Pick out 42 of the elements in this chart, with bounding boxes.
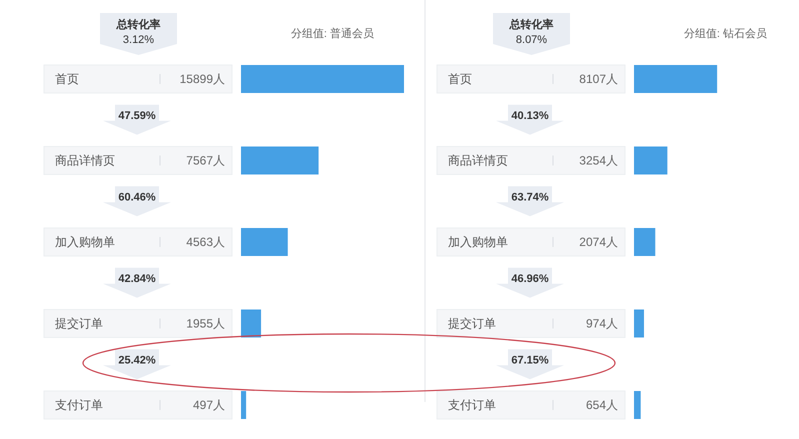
y-tick-label: 提交订单 (55, 316, 103, 330)
data-label: 654人 (586, 398, 618, 412)
y-tick-label: 首页 (448, 72, 472, 86)
bar (634, 310, 644, 338)
bar (241, 146, 319, 174)
chart-title: 分组值: 普通会员 (290, 27, 374, 40)
step-rate: 63.74% (496, 186, 564, 216)
data-label: 1955人 (186, 316, 225, 330)
data-label: 2074人 (579, 235, 618, 249)
y-tick-label: 首页 (55, 72, 79, 86)
chart-title: 分组值: 钻石会员 (684, 28, 767, 40)
overall-rate: 总转化率 3.12% (100, 13, 177, 55)
y-tick-label: 商品详情页 (448, 154, 508, 168)
bar (241, 228, 288, 256)
y-tick-label: 支付订单 (448, 398, 496, 412)
data-label: 3254人 (579, 154, 618, 168)
y-tick-label: 支付订单 (55, 398, 103, 412)
step-rate: 46.96% (496, 268, 564, 298)
step-rate: 47.59% (103, 104, 171, 135)
data-label: 4563人 (186, 235, 225, 249)
step-rate: 60.46% (103, 186, 171, 216)
y-tick-label: 提交订单 (448, 316, 496, 330)
bar (241, 65, 404, 93)
bar (634, 65, 718, 93)
step-rate: 25.42% (103, 349, 171, 380)
bar (634, 146, 668, 174)
y-tick-label: 加入购物单 (55, 235, 115, 249)
step-rate: 42.84% (103, 268, 171, 298)
data-label: 8107人 (579, 72, 618, 86)
y-tick-label: 加入购物单 (448, 235, 508, 249)
data-label: 15899人 (180, 72, 225, 86)
overall-rate: 总转化率 8.07% (493, 13, 570, 55)
bar (241, 310, 262, 338)
y-tick-label: 商品详情页 (55, 154, 115, 168)
step-rate: 40.13% (496, 104, 564, 135)
data-label: 497人 (192, 398, 225, 412)
step-rate: 67.15% (496, 349, 564, 380)
bar (634, 391, 641, 419)
bar (241, 391, 246, 419)
data-label: 974人 (586, 316, 618, 330)
bar (634, 228, 656, 256)
data-label: 7567人 (186, 154, 225, 168)
